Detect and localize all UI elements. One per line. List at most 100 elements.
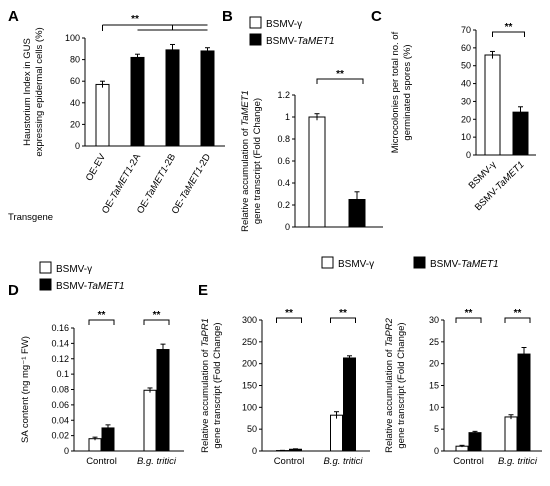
panel-a-3-bar [201,51,214,146]
panel-d-1-1-bar [157,350,169,451]
panel-c-ylabel: Microcolonies per total no. of [390,31,401,153]
panel-e1-ytick-label: 0 [252,446,257,456]
panel-c-0-bar [485,55,500,155]
panel-e1-significance-label: ** [285,308,293,319]
legend-swatch-d [40,279,51,290]
panel-d-significance-label: ** [153,310,161,321]
panel-c-ytick-label: 20 [461,114,471,124]
panel-label-d: D [8,282,19,299]
panel-e2-significance-label: ** [514,308,522,319]
legends: BSMV-γ BSMV-TaMET1 BSMV-γ BSMV-TaMET1 BSMV-γ… [40,17,499,292]
panel-a-ytick-label: 40 [70,98,80,108]
panel-a-ytick-label: 80 [70,55,80,65]
panel-d-significance-label: ** [98,310,106,321]
panel-b-ylabel: Relative accumulation of TaMET1 [240,90,251,232]
panel-e1-ytick-label: 150 [242,381,257,391]
panel-b-ytick-label: 1 [285,112,290,122]
panel-e2-ylabel: gene transcript (Fold Change) [396,322,407,448]
legend-label-e: BSMV-TaMET1 [430,259,499,270]
panel-c-ytick-label: 50 [461,61,471,71]
panel-c-ytick-label: 70 [461,25,471,35]
panel-a-category-label: OE-TaMET1-2D [170,152,213,216]
panel-e1-ytick-label: 300 [242,315,257,325]
panel-d-ytick-label: 0.16 [51,323,69,333]
panel-d-ytick-label: 0.08 [51,385,69,395]
panel-c-ytick-label: 30 [461,96,471,106]
legend-label-b: BSMV-TaMET1 [266,36,335,47]
panel-c-ytick-label: 60 [461,43,471,53]
panel-b-ytick-label: 0.4 [277,178,290,188]
panel-d-0-1-bar [102,428,114,451]
panel-e2-1-0-bar [505,417,517,451]
panel-a-2-bar [166,50,179,146]
legend-label-b: BSMV-γ [266,19,302,30]
panel-e1-significance-label: ** [339,308,347,319]
panel-b-ytick-label: 0.6 [277,156,290,166]
panel-c-significance-label: ** [505,22,513,33]
panel-a-ylabel: Haustorium Index in GUS [22,38,33,146]
panel-b-significance-label: ** [336,69,344,80]
panel-d-ytick-label: 0.04 [51,415,69,425]
panel-c-ytick-label: 0 [466,150,471,160]
panel-e1-category-label: Control [274,456,305,467]
panel-e1-ytick-label: 100 [242,402,257,412]
panel-b-ytick-label: 1.2 [277,90,290,100]
panel-a-ytick-label: 60 [70,76,80,86]
panel-d-1-0-bar [144,390,156,451]
panel-b-ytick-label: 0.8 [277,134,290,144]
legend-swatch-b [250,17,261,28]
panel-b-ytick-label: 0.2 [277,200,290,210]
chart-panel-e1: 0 50 100 150 200 250 300 Relative accumulation … [200,308,370,467]
panel-d-ytick-label: 0.1 [56,369,69,379]
panel-a-ytick-label: 100 [65,33,80,43]
panel-a-ytick-label: 20 [70,119,80,129]
panel-e1-ylabel: gene transcript (Fold Change) [212,322,223,448]
legend-label-d: BSMV-TaMET1 [56,281,125,292]
panel-e2-ytick-label: 15 [429,381,439,391]
panel-label-c: C [371,8,382,25]
panel-d-ytick-label: 0.14 [51,338,69,348]
panel-d-category-label: B.g. tritici [137,456,177,467]
chart-panel-b: 0 0.2 0.4 0.6 0.8 1 1.2 Relative accumulation o… [240,69,383,232]
panel-d-ytick-label: 0.02 [51,431,69,441]
panel-label-a: A [8,8,19,25]
panel-e2-ytick-label: 30 [429,315,439,325]
panel-e1-ytick-label: 50 [247,424,257,434]
legend-swatch-e [322,257,333,268]
panel-c-ylabel: germinated spores (%) [402,44,413,140]
legend-swatch-b [250,34,261,45]
panel-b-0-bar [309,117,325,227]
panel-e1-ylabel: Relative accumulation of TaPR1 [200,318,211,453]
panel-d-category-label: Control [86,456,117,467]
legend-label-e: BSMV-γ [338,259,374,270]
panel-a-xlabel: Transgene [8,212,53,223]
panel-label-b: B [222,8,233,25]
panel-d-ylabel: SA content (ng mg⁻¹ FW) [20,336,31,443]
panel-a-ylabel: expressing epidermal cells (%) [34,27,45,156]
panel-e2-ytick-label: 0 [434,446,439,456]
panel-e2-significance-label: ** [465,308,473,319]
panel-e1-1-0-bar [331,415,343,451]
panel-a-category-label: OE-EV [84,151,109,183]
panel-c-ytick-label: 40 [461,79,471,89]
panel-e1-ytick-label: 200 [242,359,257,369]
legend-swatch-d [40,262,51,273]
panel-a-ytick-label: 0 [75,141,80,151]
legend-swatch-e [414,257,425,268]
panel-e2-category-label: Control [453,456,484,467]
panel-d-0-0-bar [89,439,101,451]
panel-e1-1-1-bar [344,358,356,451]
panel-c-ytick-label: 10 [461,132,471,142]
panel-e1-ytick-label: 250 [242,337,257,347]
panel-label-e: E [198,282,208,299]
chart-panel-c: 0 10 20 30 40 50 60 70 Microcolonies per total n… [390,22,536,213]
panel-e2-ytick-label: 5 [434,424,439,434]
panel-d-ytick-label: 0.12 [51,354,69,364]
panel-b-ytick-label: 0 [285,222,290,232]
panel-c-category-label: BSMV-TaMET1 [473,159,527,213]
legend-label-d: BSMV-γ [56,264,92,275]
panel-b-ylabel: gene transcript (Fold Change) [252,98,263,224]
panel-c-1-bar [513,112,528,155]
